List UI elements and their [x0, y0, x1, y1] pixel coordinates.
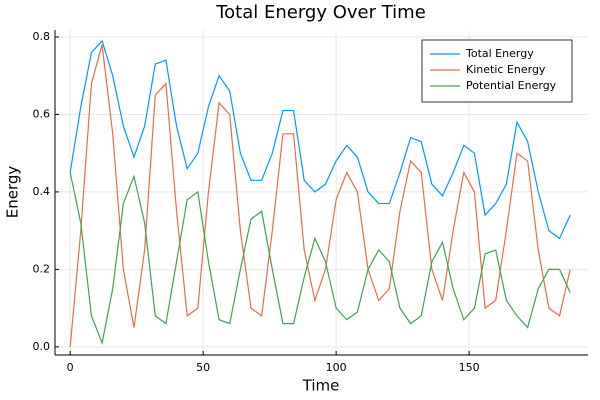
x-tick-label: 0: [67, 361, 74, 374]
x-tick-label: 100: [326, 361, 347, 374]
series-line: [69, 39, 571, 240]
x-axis-label: Time: [302, 377, 340, 395]
legend-box: [421, 39, 573, 103]
series-line: [69, 44, 571, 347]
legend-label: Total Energy: [465, 47, 534, 60]
x-tick-label: 150: [459, 361, 480, 374]
legend-label: Potential Energy: [466, 79, 557, 92]
legend-label: Kinetic Energy: [466, 63, 546, 76]
series-line: [69, 172, 571, 346]
y-axis-label: Energy: [4, 166, 22, 219]
chart-title: Total Energy Over Time: [215, 2, 426, 23]
x-tick-label: 50: [196, 361, 210, 374]
y-tick-label: 0.6: [33, 107, 51, 120]
y-tick-label: 0.4: [33, 185, 51, 198]
y-tick-label: 0.8: [33, 30, 51, 43]
y-tick-label: 0.0: [33, 340, 51, 353]
y-tick-label: 0.2: [33, 262, 51, 275]
